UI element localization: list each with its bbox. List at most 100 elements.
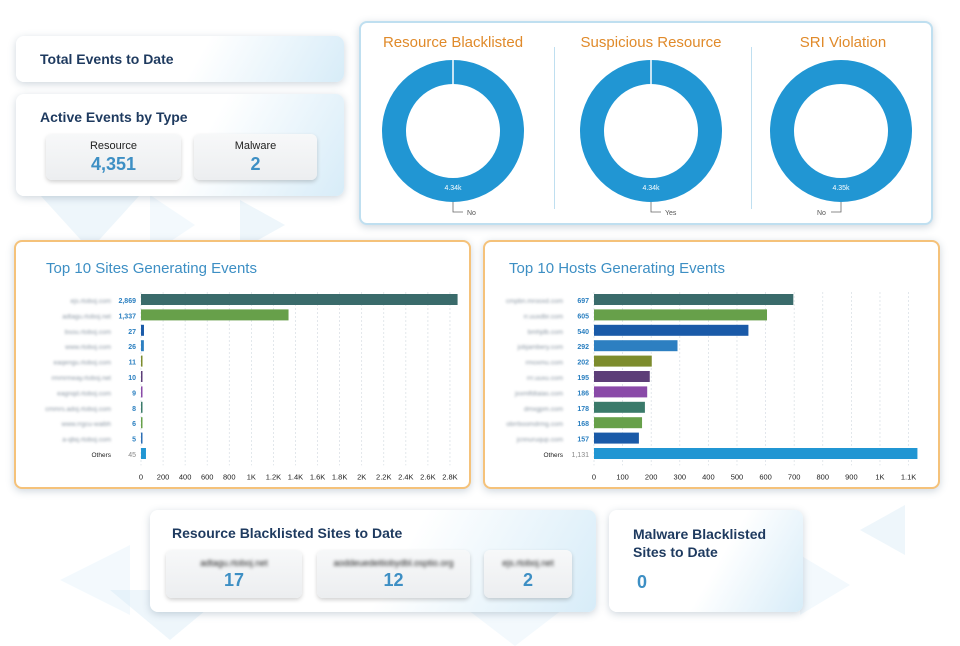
top-hosts-title: Top 10 Hosts Generating Events xyxy=(509,260,725,277)
donut-legend-label: No xyxy=(817,210,826,217)
donut-ring xyxy=(770,60,912,202)
value-label: 9 xyxy=(132,390,136,397)
category-label: dmxgpm.com xyxy=(524,406,563,413)
bar xyxy=(594,309,768,321)
blacklisted-site-value: 17 xyxy=(223,570,245,590)
donut-sri-violation[interactable]: 4.35k No xyxy=(759,57,929,222)
bar xyxy=(141,324,144,336)
category-label: adtagu.rtoboj.net xyxy=(62,313,111,320)
value-label: 2,869 xyxy=(118,298,136,305)
x-tick-label: 1.1K xyxy=(901,472,916,481)
x-tick-label: 1.4K xyxy=(288,472,303,481)
top-sites-card: Top 10 Sites Generating Events 0 200 400 60… xyxy=(14,240,471,489)
category-label: jcnnuruqup.com xyxy=(516,437,563,444)
active-events-title: Active Events by Type xyxy=(40,109,188,125)
value-label: 1,337 xyxy=(118,313,136,320)
x-tick-label: 2.4K xyxy=(398,472,413,481)
malware-tile-label: Malware xyxy=(234,140,277,152)
x-tick-label: 0 xyxy=(592,472,596,481)
donut-title-resource-blacklisted: Resource Blacklisted xyxy=(382,34,524,51)
top-hosts-card: Top 10 Hosts Generating Events 0 100 200 30… xyxy=(483,240,940,489)
donut-center-label: 4.34k xyxy=(642,185,660,192)
x-tick-label: 0 xyxy=(139,472,143,481)
x-tick-label: 300 xyxy=(674,472,687,481)
bar xyxy=(594,386,648,398)
value-label: 1,131 xyxy=(571,452,589,459)
category-label: rrr.uuxu.com xyxy=(527,375,563,382)
donut-resource-blacklisted[interactable]: 4.34k No xyxy=(371,57,541,222)
donut-center-label: 4.35k xyxy=(832,185,850,192)
bar xyxy=(141,417,143,429)
blacklisted-site-label: aoddeuedeitiobydbl.osptio.org xyxy=(333,558,454,568)
category-label: Others xyxy=(543,452,563,459)
top-sites-chart: 0 200 400 600 800 1K 1.2K 1.4K 1.6K 1.8K 2K 2.2K 2.4… xyxy=(45,292,458,481)
background-triangle xyxy=(860,505,905,555)
value-label: 292 xyxy=(577,344,589,351)
blacklisted-site-tile[interactable]: ejs.rtoboj.net 2 xyxy=(484,550,572,598)
malware-tile[interactable]: Malware 2 xyxy=(194,134,317,180)
value-label: 195 xyxy=(577,375,589,382)
bar xyxy=(141,294,458,305)
bar xyxy=(141,371,143,382)
bar xyxy=(141,448,146,459)
resource-tile-label: Resource xyxy=(89,140,138,152)
resource-tile[interactable]: Resource 4,351 xyxy=(46,134,181,180)
value-label: 6 xyxy=(132,421,136,428)
category-label: eaqengu.rtoboj.com xyxy=(54,360,111,367)
donut-title-sri-violation: SRI Violation xyxy=(799,34,887,51)
x-tick-label: 2.6K xyxy=(420,472,435,481)
donut-leader-line xyxy=(831,202,842,213)
malware-sites-title: Malware Blacklisted Sites to Date xyxy=(633,526,767,560)
category-label: ejs.rtoboj.com xyxy=(71,298,111,305)
blacklisted-sites-title: Resource Blacklisted Sites to Date xyxy=(172,525,403,541)
blacklisted-site-label: adtagu.rtoboj.net xyxy=(200,558,268,568)
x-tick-label: 1.6K xyxy=(310,472,325,481)
x-tick-label: 600 xyxy=(759,472,772,481)
donut-divider xyxy=(554,47,555,209)
resource-tile-value: 4,351 xyxy=(90,154,137,174)
x-tick-label: 400 xyxy=(179,472,192,481)
blacklisted-site-value: 2 xyxy=(522,570,533,590)
x-tick-label: 1.8K xyxy=(332,472,347,481)
blacklisted-site-tile[interactable]: adtagu.rtoboj.net 17 xyxy=(166,550,302,598)
value-label: 10 xyxy=(128,375,136,382)
value-label: 202 xyxy=(577,360,589,367)
background-triangle xyxy=(800,555,850,615)
x-tick-label: 1K xyxy=(875,472,884,481)
top-hosts-chart: 0 100 200 300 400 500 600 700 800 900 1K 1.1K cmpbn.… xyxy=(506,292,918,481)
x-tick-label: 1K xyxy=(247,472,256,481)
active-events-card: Active Events by Type Resource 4,351 Mal… xyxy=(16,94,344,196)
value-label: 157 xyxy=(577,437,589,444)
bar xyxy=(141,401,143,413)
category-label: obrrboomdrmg.com xyxy=(506,421,563,428)
x-tick-label: 700 xyxy=(788,472,801,481)
category-label: rmoxmu.com xyxy=(525,360,563,367)
category-label: rmmrmeay.rtoboj.net xyxy=(52,375,112,382)
x-tick-label: 2.8K xyxy=(442,472,457,481)
category-label: cmmrs.adoj.rtoboj.com xyxy=(45,406,111,413)
x-tick-label: 2.2K xyxy=(376,472,391,481)
blacklisted-site-tile[interactable]: aoddeuedeitiobydbl.osptio.org 12 xyxy=(317,550,470,598)
x-tick-label: 900 xyxy=(845,472,858,481)
category-label: a-qbq.rtoboj.com xyxy=(62,437,111,444)
bar xyxy=(141,432,143,444)
x-tick-label: 200 xyxy=(157,472,170,481)
donut-suspicious-resource[interactable]: 4.34k Yes xyxy=(569,57,739,222)
category-label: eagnqd.rtoboj.com xyxy=(57,390,111,397)
bar xyxy=(594,371,650,382)
donut-center-label: 4.34k xyxy=(444,185,462,192)
value-label: 11 xyxy=(129,360,137,367)
donut-title-suspicious-resource: Suspicious Resource xyxy=(580,34,722,51)
bar xyxy=(594,432,639,444)
donut-divider xyxy=(751,47,752,209)
blacklisted-site-value: 12 xyxy=(383,570,404,590)
x-tick-label: 200 xyxy=(645,472,658,481)
category-label: jxxmlfdtaias.com xyxy=(514,390,563,397)
value-label: 178 xyxy=(577,406,589,413)
bar xyxy=(594,448,918,459)
donut-ring xyxy=(580,60,722,202)
value-label: 45 xyxy=(128,452,136,459)
total-events-card: Total Events to Date xyxy=(16,36,344,82)
category-label: rr.uuxdbr.com xyxy=(524,313,563,320)
category-label: jobjambery.com xyxy=(517,344,563,351)
